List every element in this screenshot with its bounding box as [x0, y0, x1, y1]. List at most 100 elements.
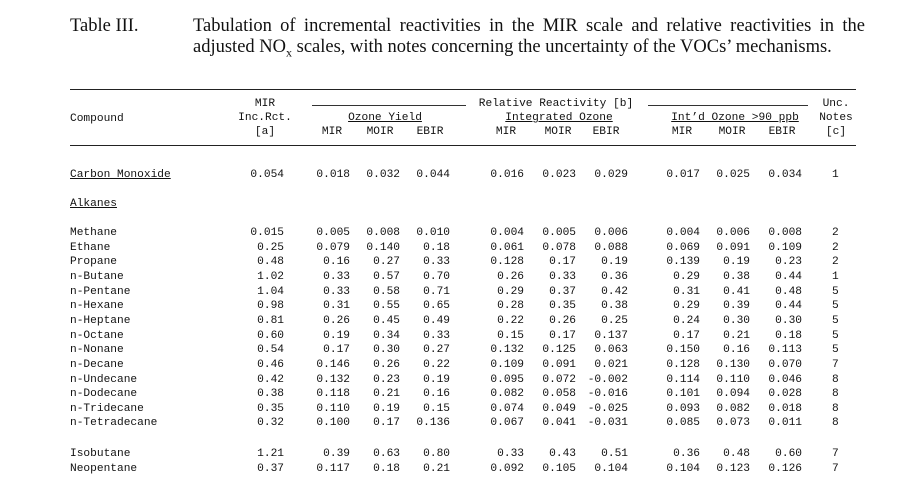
group-line-right — [648, 105, 808, 106]
table-row: n-Heptane 0.81 0.26 0.45 0.49 0.22 0.26 0.25 0.2… — [0, 315, 900, 329]
table-row: n-Pentane 1.04 0.33 0.58 0.71 0.29 0.37 0.42 0.3… — [0, 286, 900, 300]
header-oy-moir: MOIR — [366, 126, 394, 138]
value-cell: 0.28 — [497, 300, 524, 313]
value-cell: 0.17 — [673, 329, 700, 342]
table-row: n-Nonane 0.54 0.17 0.30 0.27 0.132 0.125 0.063 0… — [0, 344, 900, 358]
compound-name: n-Pentane — [70, 285, 131, 298]
value-cell: 0.49 — [423, 314, 450, 327]
value-cell: 0.22 — [423, 358, 450, 371]
value-cell: 0.31 — [673, 285, 700, 298]
value-cell: 0.092 — [490, 462, 524, 475]
value-cell: 0.110 — [716, 373, 750, 386]
value-cell: 0.63 — [373, 448, 400, 460]
value-cell: 0.132 — [490, 344, 524, 357]
compound-name: n-Heptane — [70, 314, 131, 327]
table-row: n-Undecane 0.42 0.132 0.23 0.19 0.095 0.072 -0.… — [0, 374, 900, 388]
header-id-moir: MOIR — [718, 126, 746, 138]
value-cell: 0.061 — [490, 241, 524, 254]
value-cell: 0.21 — [423, 462, 450, 475]
value-cell: 1.02 — [257, 270, 284, 283]
value-cell: 0.032 — [366, 169, 400, 181]
value-cell: 0.137 — [594, 329, 628, 342]
uncertainty-note: 2 — [832, 241, 839, 254]
value-cell: 0.034 — [768, 169, 802, 181]
header-mir-mid: Inc.Rct. — [238, 112, 292, 124]
table-row: Methane 0.015 0.005 0.008 0.010 0.004 0.005 0.0… — [0, 227, 900, 241]
value-cell: 0.025 — [716, 169, 750, 181]
value-cell: 0.57 — [373, 270, 400, 283]
compound-name: n-Tetradecane — [70, 417, 158, 430]
compound-name: Methane — [70, 227, 117, 239]
value-cell: 0.128 — [490, 256, 524, 269]
value-cell: 0.136 — [416, 417, 450, 430]
compound-name: n-Tridecane — [70, 402, 144, 415]
value-cell: 0.27 — [373, 256, 400, 269]
uncertainty-note: 8 — [832, 417, 839, 430]
value-cell: 0.34 — [373, 329, 400, 342]
value-cell: 0.48 — [723, 448, 750, 460]
value-cell: 0.37 — [549, 285, 576, 298]
value-cell: 0.39 — [723, 300, 750, 313]
caption-text-post: scales, with notes concerning the uncert… — [292, 37, 832, 57]
uncertainty-note: 2 — [832, 256, 839, 269]
compound-name: n-Nonane — [70, 344, 124, 357]
value-cell: 0.38 — [601, 300, 628, 313]
value-cell: 0.054 — [250, 169, 284, 181]
value-cell: 0.27 — [423, 344, 450, 357]
value-cell: 0.60 — [775, 448, 802, 460]
compound-name: n-Octane — [70, 329, 124, 342]
value-cell: 0.81 — [257, 314, 284, 327]
compound-name: Propane — [70, 256, 117, 269]
uncertainty-note: 7 — [832, 358, 839, 371]
value-cell: 0.29 — [673, 300, 700, 313]
value-cell: 0.005 — [542, 227, 576, 239]
value-cell: 0.71 — [423, 285, 450, 298]
top-rule — [70, 89, 856, 90]
value-cell: 0.39 — [323, 448, 350, 460]
value-cell: 0.35 — [257, 402, 284, 415]
value-cell: 0.30 — [723, 314, 750, 327]
value-cell: 0.48 — [775, 285, 802, 298]
value-cell: 0.132 — [316, 373, 350, 386]
value-cell: 0.011 — [768, 417, 802, 430]
value-cell: -0.016 — [587, 388, 628, 401]
value-cell: 0.082 — [716, 402, 750, 415]
value-cell: 0.37 — [257, 462, 284, 475]
header-unc-top: Unc. — [822, 98, 850, 110]
compound-name: n-Undecane — [70, 373, 138, 386]
value-cell: 0.30 — [373, 344, 400, 357]
header-intd-ozone: Int’d Ozone >90 ppb — [671, 112, 799, 124]
value-cell: 0.35 — [549, 300, 576, 313]
header-integrated-ozone: Integrated Ozone — [505, 112, 613, 124]
table-row: n-Octane 0.60 0.19 0.34 0.33 0.15 0.17 0.137 0.1… — [0, 330, 900, 344]
value-cell: 0.078 — [542, 241, 576, 254]
value-cell: 0.42 — [257, 373, 284, 386]
value-cell: 0.18 — [423, 241, 450, 254]
value-cell: 0.029 — [594, 169, 628, 181]
value-cell: 0.079 — [316, 241, 350, 254]
value-cell: 0.123 — [716, 462, 750, 475]
value-cell: 0.80 — [423, 448, 450, 460]
value-cell: 0.15 — [497, 329, 524, 342]
header-relative-reactivity: Relative Reactivity [b] — [478, 98, 634, 110]
value-cell: 0.26 — [373, 358, 400, 371]
table-row: n-Tridecane 0.35 0.110 0.19 0.15 0.074 0.049 -0… — [0, 403, 900, 417]
value-cell: 0.016 — [490, 169, 524, 181]
value-cell: 0.130 — [716, 358, 750, 371]
compound-name: Neopentane — [70, 462, 138, 475]
value-cell: 0.058 — [542, 388, 576, 401]
value-cell: 0.45 — [373, 314, 400, 327]
value-cell: 0.004 — [666, 227, 700, 239]
value-cell: 0.60 — [257, 329, 284, 342]
value-cell: 0.23 — [373, 373, 400, 386]
value-cell: 0.114 — [666, 373, 700, 386]
value-cell: 0.58 — [373, 285, 400, 298]
table-row: Isobutane 1.21 0.39 0.63 0.80 0.33 0.43 0.51 0.3… — [0, 448, 900, 462]
compound-name: n-Hexane — [70, 300, 124, 313]
value-cell: 0.24 — [673, 314, 700, 327]
header-io-ebir: EBIR — [592, 126, 620, 138]
value-cell: 0.028 — [768, 388, 802, 401]
value-cell: 0.19 — [323, 329, 350, 342]
value-cell: 0.16 — [723, 344, 750, 357]
value-cell: 0.16 — [323, 256, 350, 269]
